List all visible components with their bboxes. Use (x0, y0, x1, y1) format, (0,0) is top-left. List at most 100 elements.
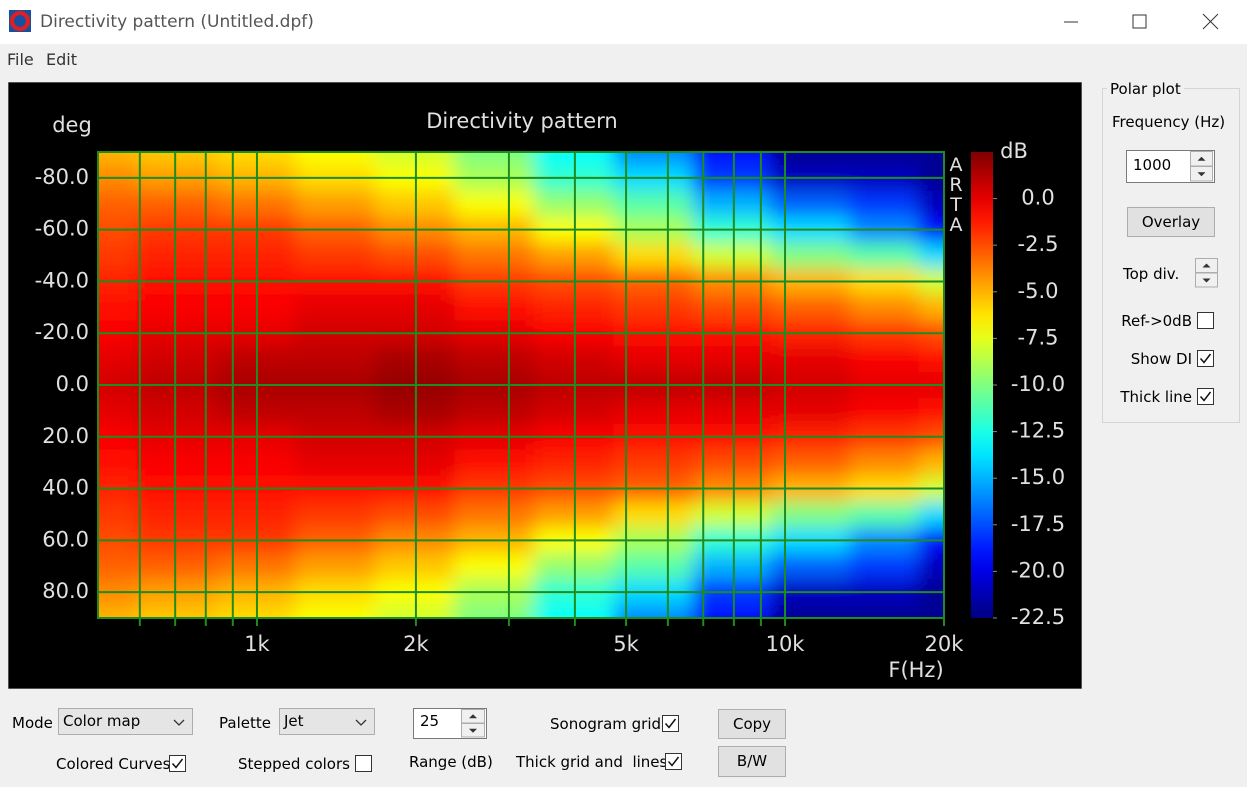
heatmap-cell (918, 501, 944, 528)
heatmap-cell (849, 242, 919, 269)
heatmap-cell (849, 346, 919, 373)
heatmap-cell (454, 501, 535, 528)
y-tick-label: -60.0 (35, 217, 89, 241)
bw-button[interactable]: B/W (718, 746, 786, 777)
heatmap-cell (849, 605, 919, 618)
heatmap-cell (295, 397, 376, 425)
colorbar-tick-label: -12.5 (1011, 419, 1065, 443)
heatmap-cell (98, 397, 138, 425)
checkbox-label: Ref->0dB (1121, 312, 1192, 330)
heatmap-cell (692, 294, 771, 321)
heatmap-cell (849, 190, 919, 218)
window-controls[interactable] (1047, 0, 1247, 44)
heatmap-cell (98, 152, 138, 166)
y-tick-label: 20.0 (42, 424, 89, 448)
spin-buttons[interactable] (1190, 151, 1213, 182)
app-icon (9, 10, 31, 32)
x-axis-label: F(Hz) (888, 658, 943, 682)
chart: Directivity pattern deg F(Hz) dB ARTA 1k… (8, 82, 1082, 689)
check-mark (1199, 353, 1212, 364)
heatmap-cell (98, 553, 138, 580)
heatmap-clip (98, 152, 944, 618)
checkbox[interactable] (1197, 312, 1214, 329)
heatmap-cell (849, 397, 919, 425)
heatmap-cell (770, 605, 851, 618)
colorbar-tick-label: -7.5 (1018, 325, 1059, 349)
mode-select[interactable]: Color map (58, 708, 193, 735)
checkbox[interactable] (355, 755, 372, 772)
colorbar-label: dB (1000, 139, 1028, 163)
checkbox[interactable] (662, 715, 679, 732)
checkbox[interactable] (169, 755, 186, 772)
chart-title: Directivity pattern (426, 109, 617, 133)
checkbox[interactable] (1197, 388, 1214, 405)
heatmap-cell (98, 346, 138, 373)
spin-buttons[interactable] (461, 709, 485, 738)
colorbar-tick-label: 0.0 (1021, 186, 1054, 210)
heatmap-cell (454, 449, 535, 477)
x-tick-label: 2k (403, 632, 429, 656)
heatmap-cell (136, 501, 217, 528)
heatmap-cell (295, 346, 376, 373)
heatmap-cell (613, 152, 694, 166)
heatmap-cell (918, 397, 944, 425)
heatmap-cell (136, 190, 217, 218)
label: Top div. (1123, 265, 1180, 283)
heatmap-cell (918, 242, 944, 269)
checkbox[interactable] (665, 753, 682, 770)
heatmap-cell (770, 346, 851, 373)
heatmap-cell (136, 605, 217, 618)
checkbox[interactable] (1197, 350, 1214, 367)
title-bar: Directivity pattern (Untitled.dpf) (0, 0, 1247, 44)
copy-button[interactable]: Copy (718, 709, 786, 739)
heatmap-cell (613, 605, 694, 618)
menu-item[interactable]: File (7, 50, 34, 69)
palette-select[interactable]: Jet (279, 708, 375, 735)
colorbar (971, 152, 993, 618)
overlay-button[interactable]: Overlay (1127, 207, 1215, 237)
heatmap-cell (295, 501, 376, 528)
heatmap (98, 152, 944, 618)
colorbar-tick-label: -2.5 (1018, 232, 1059, 256)
dropdown-arrow[interactable] (172, 717, 186, 727)
watermark: ARTA (945, 154, 967, 234)
x-tick-label: 1k (244, 632, 270, 656)
y-tick-label: -80.0 (35, 165, 89, 189)
heatmap-cell (692, 397, 771, 425)
check-mark (1199, 391, 1212, 402)
heatmap-cell (295, 190, 376, 218)
heatmap-cell (770, 190, 851, 218)
heatmap-cell (918, 449, 944, 477)
colorbar-tick-label: -17.5 (1011, 512, 1065, 536)
heatmap-cell (136, 294, 217, 321)
heatmap-cell (692, 501, 771, 528)
menu-item[interactable]: Edit (46, 50, 77, 69)
heatmap-cell (295, 152, 376, 166)
label: Mode (12, 714, 53, 732)
heatmap-cell (454, 553, 535, 580)
heatmap-cell (692, 190, 771, 218)
dropdown-arrow[interactable] (354, 717, 368, 727)
heatmap-cell (98, 242, 138, 269)
y-axis-label: deg (52, 113, 92, 137)
heatmap-cell (454, 346, 535, 373)
heatmap-cell (918, 152, 944, 166)
checkbox-label: Thick line (1120, 388, 1192, 406)
heatmap-cell (692, 242, 771, 269)
heatmap-cell (770, 553, 851, 580)
heatmap-cell (98, 190, 138, 218)
plot-frame (97, 151, 945, 619)
heatmap-cell (136, 553, 217, 580)
check-mark (664, 718, 677, 729)
heatmap-cell (770, 397, 851, 425)
heatmap-cell (918, 190, 944, 218)
y-tick-label: 60.0 (42, 527, 89, 551)
heatmap-cell (295, 605, 376, 618)
spin-buttons[interactable] (1195, 258, 1218, 288)
heatmap-cell (770, 501, 851, 528)
colorbar-tick-label: -15.0 (1011, 465, 1065, 489)
heatmap-cell (849, 501, 919, 528)
check-mark (171, 758, 184, 769)
heatmap-cell (692, 152, 771, 166)
colorbar-tick-label: -22.5 (1011, 605, 1065, 629)
